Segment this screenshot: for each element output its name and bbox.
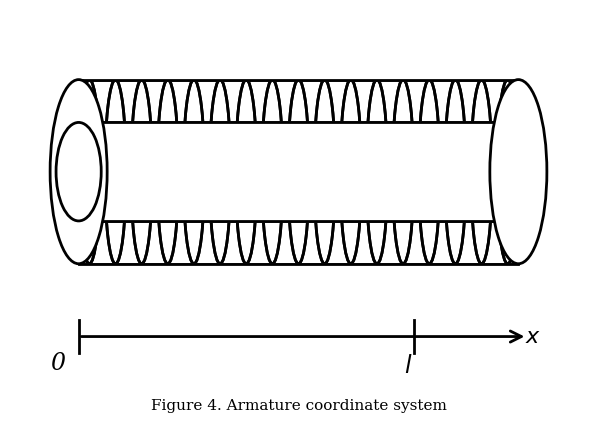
Ellipse shape (56, 123, 101, 221)
Ellipse shape (445, 80, 466, 264)
Text: $l$: $l$ (404, 354, 413, 377)
Ellipse shape (366, 80, 387, 264)
Ellipse shape (471, 80, 492, 264)
Polygon shape (67, 38, 530, 80)
Polygon shape (67, 123, 530, 221)
Ellipse shape (392, 80, 414, 264)
Ellipse shape (314, 80, 336, 264)
Ellipse shape (157, 80, 179, 264)
Ellipse shape (183, 80, 205, 264)
Text: $x$: $x$ (525, 325, 541, 347)
Polygon shape (67, 123, 530, 221)
Ellipse shape (497, 80, 518, 264)
Ellipse shape (261, 80, 283, 264)
Ellipse shape (105, 80, 126, 264)
Ellipse shape (340, 80, 362, 264)
Ellipse shape (79, 80, 100, 264)
Polygon shape (67, 264, 530, 307)
Text: 0: 0 (50, 351, 65, 374)
Ellipse shape (210, 80, 231, 264)
Ellipse shape (288, 80, 309, 264)
Text: Figure 4. Armature coordinate system: Figure 4. Armature coordinate system (150, 398, 447, 412)
Ellipse shape (131, 80, 152, 264)
Ellipse shape (490, 80, 547, 264)
Polygon shape (79, 80, 518, 264)
Ellipse shape (50, 80, 107, 264)
Ellipse shape (418, 80, 440, 264)
Ellipse shape (235, 80, 257, 264)
